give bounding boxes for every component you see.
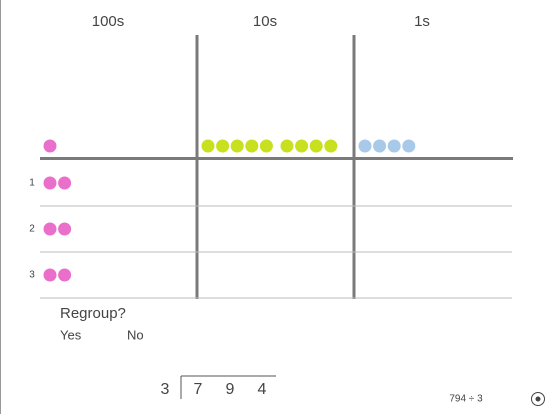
column-header: 10s	[253, 13, 277, 30]
counter	[43, 176, 57, 190]
row-label: 1	[29, 178, 35, 189]
counter	[58, 268, 72, 282]
dividend-digit: 4	[258, 381, 267, 398]
yes-button[interactable]: Yes	[60, 327, 82, 342]
problem-label: 794 ÷ 3	[449, 394, 483, 405]
counter	[280, 139, 294, 153]
row-label: 2	[29, 224, 35, 235]
counter	[201, 139, 215, 153]
counter	[230, 139, 244, 153]
dividend-digit: 9	[226, 381, 235, 398]
counter	[43, 139, 57, 153]
column-header: 1s	[414, 13, 430, 30]
counter	[373, 139, 387, 153]
counter	[43, 222, 57, 236]
counter	[58, 176, 72, 190]
menu-button[interactable]	[531, 392, 545, 406]
divisor: 3	[161, 381, 170, 398]
counter	[295, 139, 309, 153]
counter	[358, 139, 372, 153]
column-header: 100s	[92, 13, 125, 30]
dividend-digit: 7	[194, 381, 203, 398]
counter	[309, 139, 323, 153]
counter	[402, 139, 416, 153]
counter	[43, 268, 57, 282]
menu-button-dot	[535, 396, 541, 402]
regroup-question: Regroup?	[60, 305, 126, 322]
counter	[387, 139, 401, 153]
counter	[324, 139, 338, 153]
counter	[58, 222, 72, 236]
counter	[216, 139, 230, 153]
row-label: 3	[29, 270, 35, 281]
counter	[245, 139, 259, 153]
no-button[interactable]: No	[127, 327, 144, 342]
counter	[259, 139, 273, 153]
